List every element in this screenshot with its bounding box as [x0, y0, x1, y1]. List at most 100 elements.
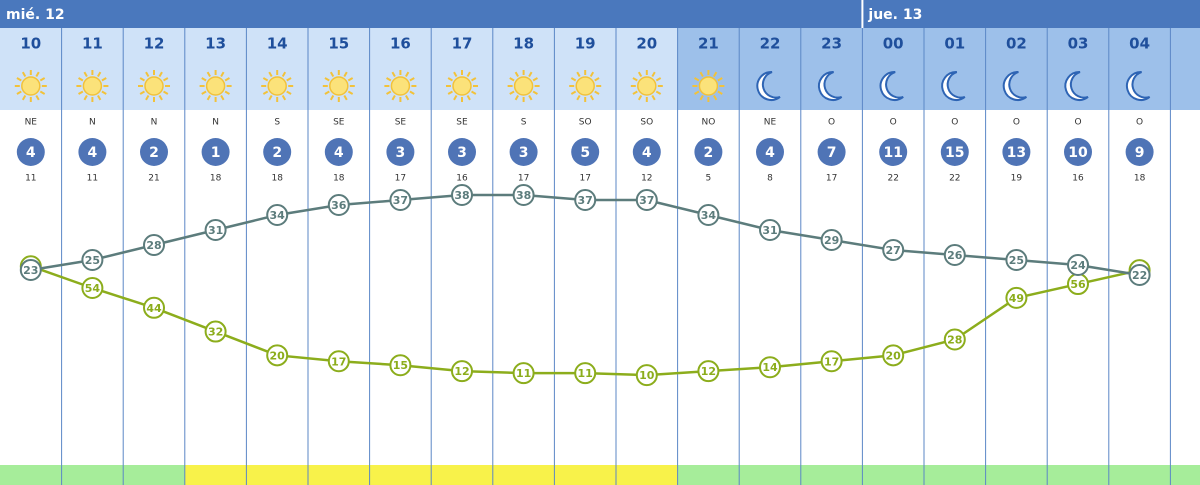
sun-ray	[471, 90, 477, 95]
wind-gust: 21	[148, 174, 159, 184]
wind-speed: 11	[883, 145, 902, 161]
sun-ray	[347, 90, 354, 95]
sun-ray	[594, 77, 600, 82]
temperature-marker	[327, 194, 350, 216]
wind-speed: 4	[88, 145, 98, 161]
wind-direction: O	[890, 118, 897, 128]
sun-ray	[97, 95, 102, 101]
sun-ray	[268, 95, 273, 101]
sun-ray	[694, 77, 700, 82]
temperature-marker	[697, 204, 720, 226]
wind-badge	[632, 138, 661, 166]
sun-icon	[76, 70, 109, 102]
risk-band	[369, 465, 432, 485]
sun-disc	[452, 76, 472, 96]
sun-disc	[390, 76, 411, 96]
humidity-marker	[204, 320, 227, 343]
humidity-marker	[1005, 286, 1028, 309]
wind-gust: 16	[456, 174, 468, 184]
sun-ray	[262, 77, 269, 82]
wind-badge	[448, 138, 476, 166]
sun-ray	[83, 71, 88, 77]
humidity-marker	[266, 344, 289, 367]
temperature-label: 31	[762, 224, 777, 237]
sun-ray	[471, 77, 477, 82]
wind-speed: 2	[272, 145, 282, 161]
sun-ray	[632, 77, 638, 82]
sun-ray	[35, 95, 40, 101]
temperature-label: 38	[454, 189, 469, 202]
risk-band	[1047, 465, 1109, 485]
wind-direction: SE	[333, 118, 345, 128]
sun-ray	[97, 71, 102, 77]
hour-header	[308, 28, 370, 110]
sun-ray	[101, 90, 107, 95]
wind-badge	[263, 138, 292, 166]
partial-band	[1170, 465, 1200, 485]
hour-header	[369, 28, 432, 110]
sun-ray	[466, 95, 471, 101]
humidity-label: 20	[270, 349, 286, 362]
humidity-marker	[882, 344, 905, 367]
risk-band	[184, 465, 247, 485]
sun-disc	[267, 76, 287, 96]
wind-speed: 1	[211, 145, 221, 161]
temperature-label: 37	[639, 194, 654, 207]
risk-band	[431, 465, 493, 485]
day-label: mié. 12	[6, 7, 65, 23]
hour-label: 23	[821, 35, 842, 53]
sun-icon	[199, 70, 232, 102]
sun-icon	[446, 70, 478, 102]
risk-band	[492, 465, 555, 485]
sun-icon	[138, 70, 170, 102]
sun-ray	[21, 95, 27, 101]
humidity-marker	[389, 354, 412, 377]
hour-label: 04	[1129, 35, 1150, 53]
wind-direction: O	[1136, 118, 1143, 128]
hour-header	[554, 28, 616, 110]
sun-ray	[83, 95, 88, 101]
risk-band	[0, 465, 62, 485]
sun-ray	[509, 77, 515, 82]
temperature-marker	[820, 229, 843, 251]
sun-ray	[329, 95, 335, 101]
hour-label: 14	[267, 35, 288, 53]
hour-header	[61, 28, 124, 110]
humidity-marker	[759, 356, 781, 379]
temperature-marker	[1128, 264, 1151, 286]
moon-icon	[879, 70, 904, 101]
humidity-marker	[943, 328, 966, 351]
sun-icon	[630, 70, 663, 102]
sun-ray	[139, 90, 145, 95]
wind-direction: NO	[701, 118, 715, 128]
humidity-label: 17	[824, 355, 839, 368]
wind-speed: 4	[334, 145, 344, 161]
humidity-marker	[81, 277, 104, 299]
moon-icon	[1064, 70, 1089, 101]
risk-band	[123, 465, 185, 485]
partial-header	[1170, 28, 1200, 110]
wind-gust: 17	[518, 174, 529, 184]
sun-ray	[409, 77, 415, 82]
temperature-marker	[81, 249, 104, 271]
sun-ray	[145, 95, 150, 101]
wind-gust: 18	[271, 174, 283, 184]
sun-disc	[513, 76, 534, 96]
temperature-marker	[882, 239, 905, 261]
sun-ray	[391, 71, 396, 77]
hour-header	[123, 28, 185, 110]
sun-ray	[589, 71, 595, 77]
sun-ray	[637, 71, 643, 77]
wind-speed: 3	[396, 145, 406, 161]
wind-badge	[940, 138, 969, 166]
sun-ray	[286, 90, 292, 95]
sun-disc	[575, 76, 595, 96]
wind-badge	[817, 138, 846, 166]
temperature-label: 31	[208, 224, 223, 237]
sun-ray	[347, 77, 354, 82]
sun-ray	[713, 71, 718, 77]
sun-ray	[268, 71, 273, 77]
sun-ray	[655, 90, 662, 95]
sun-ray	[651, 71, 656, 77]
temperature-label: 25	[1009, 254, 1024, 267]
